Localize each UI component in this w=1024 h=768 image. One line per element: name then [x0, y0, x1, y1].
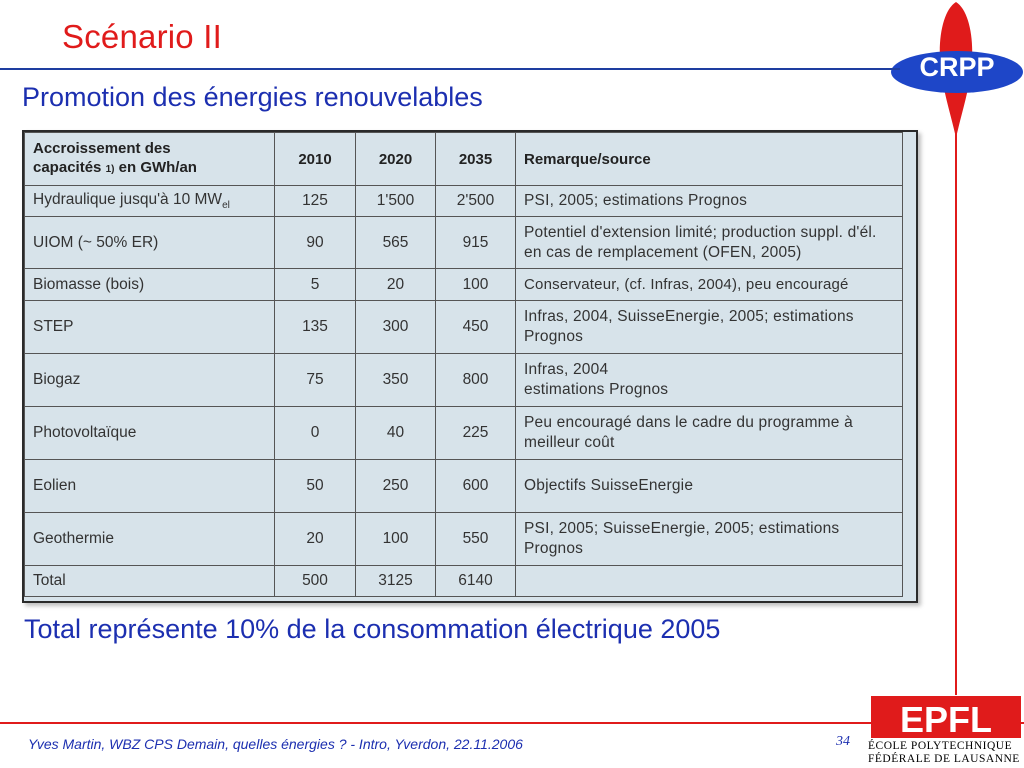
- cell-remark-line1: Infras, 2004: [524, 361, 609, 378]
- header-2020: 2020: [355, 132, 436, 186]
- header-2035: 2035: [435, 132, 516, 186]
- footnote-mark: 1): [105, 164, 115, 175]
- cell-2035: 450: [435, 300, 516, 354]
- cell-remark: PSI, 2005; SuisseEnergie, 2005; estimati…: [515, 512, 903, 566]
- row-label: STEP: [24, 300, 275, 354]
- cell-2020: 350: [355, 353, 436, 407]
- cell-2035: 6140: [435, 565, 516, 597]
- cell-2035: 100: [435, 268, 516, 301]
- table-row: Photovoltaïque 0 40 225 Peu encouragé da…: [24, 406, 903, 460]
- epfl-name-line2: FÉDÉRALE DE LAUSANNE: [868, 753, 1020, 765]
- cell-remark: Objectifs SuisseEnergie: [515, 459, 903, 513]
- cell-2020: 3125: [355, 565, 436, 597]
- cell-2035: 915: [435, 216, 516, 269]
- cell-2020: 1'500: [355, 185, 436, 217]
- table-row: Eolien 50 250 600 Objectifs SuisseEnergi…: [24, 459, 903, 513]
- cell-remark-line2: estimations Prognos: [524, 381, 669, 398]
- capacity-table: Accroissement des capacités 1) en GWh/an…: [24, 132, 903, 597]
- table-row: STEP 135 300 450 Infras, 2004, SuisseEne…: [24, 300, 903, 354]
- table-row: Hydraulique jusqu'à 10 MWel 125 1'500 2'…: [24, 185, 903, 217]
- row-label: Geothermie: [24, 512, 275, 566]
- footer-divider: [0, 722, 1024, 724]
- header-remark: Remarque/source: [515, 132, 903, 186]
- cell-2020: 100: [355, 512, 436, 566]
- row-label: Total: [24, 565, 275, 597]
- page-number: 34: [836, 734, 850, 749]
- header-category-line2: capacités: [33, 159, 102, 176]
- cell-remark: Peu encouragé dans le cadre du programme…: [515, 406, 903, 460]
- epfl-logo-icon: EPFL: [871, 696, 1021, 740]
- cell-2020: 20: [355, 268, 436, 301]
- header-category-unit: en GWh/an: [118, 159, 197, 176]
- table-row: Biogaz 75 350 800 Infras, 2004 estimatio…: [24, 353, 903, 407]
- cell-2035: 2'500: [435, 185, 516, 217]
- summary-text: Total représente 10% de la consommation …: [24, 614, 721, 644]
- table-row-total: Total 500 3125 6140: [24, 565, 903, 597]
- cell-2010: 20: [274, 512, 356, 566]
- epfl-logo-text: EPFL: [900, 699, 992, 740]
- cell-2035: 225: [435, 406, 516, 460]
- row-label-subscript: el: [222, 200, 230, 212]
- cell-remark: [515, 565, 903, 597]
- crpp-logo-text: CRPP: [919, 52, 995, 82]
- table-header-row: Accroissement des capacités 1) en GWh/an…: [24, 132, 903, 186]
- cell-remark: Infras, 2004, SuisseEnergie, 2005; estim…: [515, 300, 903, 354]
- cell-remark: Conservateur, (cf. Infras, 2004), peu en…: [515, 268, 903, 301]
- cell-2020: 300: [355, 300, 436, 354]
- header-category-line1: Accroissement des: [33, 140, 171, 157]
- cell-2010: 5: [274, 268, 356, 301]
- cell-2010: 135: [274, 300, 356, 354]
- header-2010: 2010: [274, 132, 356, 186]
- cell-2020: 565: [355, 216, 436, 269]
- capacity-table-container: Accroissement des capacités 1) en GWh/an…: [22, 130, 918, 603]
- cell-2010: 0: [274, 406, 356, 460]
- row-label: UIOM (~ 50% ER): [24, 216, 275, 269]
- table-row: Biomasse (bois) 5 20 100 Conservateur, (…: [24, 268, 903, 301]
- cell-remark: Infras, 2004 estimations Prognos: [515, 353, 903, 407]
- row-label: Eolien: [24, 459, 275, 513]
- cell-2010: 90: [274, 216, 356, 269]
- epfl-name-line1: ÉCOLE POLYTECHNIQUE: [868, 740, 1013, 752]
- table-row: Geothermie 20 100 550 PSI, 2005; SuisseE…: [24, 512, 903, 566]
- slide-title: Scénario II: [62, 18, 222, 55]
- cell-2035: 800: [435, 353, 516, 407]
- cell-2020: 250: [355, 459, 436, 513]
- row-label-text: Hydraulique jusqu'à 10 MW: [33, 190, 223, 208]
- cell-remark: Potentiel d'extension limité; production…: [515, 216, 903, 269]
- header-category: Accroissement des capacités 1) en GWh/an: [24, 132, 275, 186]
- cell-2010: 500: [274, 565, 356, 597]
- cell-2020: 40: [355, 406, 436, 460]
- cell-remark: PSI, 2005; estimations Prognos: [515, 185, 903, 217]
- row-label: Biomasse (bois): [24, 268, 275, 301]
- cell-2035: 550: [435, 512, 516, 566]
- cell-2035: 600: [435, 459, 516, 513]
- row-label: Photovoltaïque: [24, 406, 275, 460]
- title-divider: [0, 68, 900, 70]
- decorative-vertical-line: [955, 95, 957, 695]
- slide-subtitle: Promotion des énergies renouvelables: [22, 82, 483, 112]
- row-label: Hydraulique jusqu'à 10 MWel: [24, 185, 275, 217]
- footer-citation: Yves Martin, WBZ CPS Demain, quelles éne…: [28, 736, 523, 752]
- crpp-logo-icon: [891, 51, 1023, 93]
- table-row: UIOM (~ 50% ER) 90 565 915 Potentiel d'e…: [24, 216, 903, 269]
- cell-2010: 75: [274, 353, 356, 407]
- cell-2010: 50: [274, 459, 356, 513]
- cell-2010: 125: [274, 185, 356, 217]
- row-label: Biogaz: [24, 353, 275, 407]
